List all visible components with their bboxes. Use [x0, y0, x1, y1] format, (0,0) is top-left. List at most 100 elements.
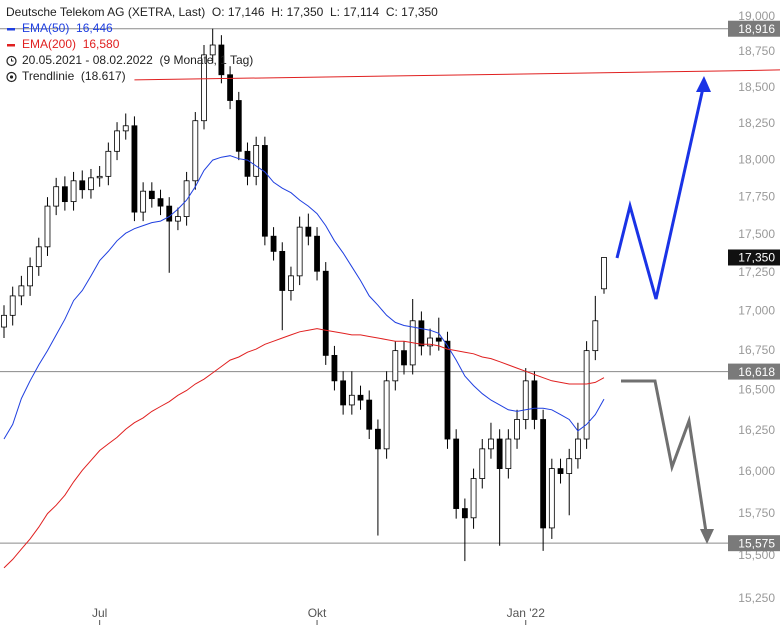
candle-body — [470, 478, 477, 519]
y-tick-label: 16,000 — [738, 464, 775, 478]
price-tag-label: 18,916 — [738, 22, 775, 36]
candle-body — [331, 354, 338, 382]
candle-body — [1, 314, 7, 328]
y-tick-label: 16,500 — [738, 383, 775, 397]
price-tag — [728, 20, 780, 37]
candle-body — [79, 180, 86, 191]
price-tag — [728, 363, 780, 380]
trend-icon — [6, 71, 17, 82]
candle-body — [392, 350, 399, 382]
candle-body — [61, 186, 68, 203]
candle-body — [96, 175, 103, 179]
candle-body — [601, 257, 607, 290]
ema-line — [3, 155, 605, 440]
legend-swatch — [7, 43, 15, 47]
candle-body — [114, 130, 120, 152]
y-tick-label: 15,750 — [738, 506, 775, 520]
price-tag-label: 17,350 — [738, 251, 775, 265]
legend-entry: EMA(200) 16,580 — [6, 36, 438, 52]
candle-body — [453, 438, 460, 509]
candle-body — [557, 468, 564, 474]
candle-body — [305, 226, 312, 237]
candle-body — [18, 285, 25, 297]
price-tag — [728, 535, 780, 552]
x-tick-label: Jan '22 — [507, 606, 546, 620]
candle-body — [88, 177, 94, 191]
candle-body — [592, 320, 599, 352]
quote: L: 17,114 — [329, 5, 380, 19]
trendline-name: Trendlinie — [22, 69, 75, 83]
candle-body — [175, 216, 181, 222]
candle-body — [44, 205, 51, 248]
candle-body — [435, 337, 442, 342]
x-tick-label: Jul — [92, 606, 107, 620]
candle-body — [131, 125, 138, 213]
clock-icon — [6, 55, 17, 66]
legend-value: 16,580 — [82, 37, 120, 51]
legend-label: EMA(50) — [22, 21, 70, 35]
candle-body — [540, 419, 547, 529]
legend: Deutsche Telekom AG (XETRA, Last) O: 17,… — [6, 4, 438, 84]
candle-body — [166, 205, 173, 222]
candle-body — [375, 428, 381, 450]
y-tick-label: 17,000 — [738, 304, 775, 318]
candle-body — [148, 190, 155, 200]
candle-body — [340, 380, 347, 406]
price-tag-label: 16,618 — [738, 365, 775, 379]
legend-label: EMA(200) — [22, 37, 77, 51]
ema-line — [3, 328, 605, 569]
candle-body — [201, 54, 207, 122]
candle-body — [70, 180, 77, 203]
candle-body — [157, 198, 164, 207]
candle-body — [35, 246, 42, 268]
y-tick-label: 16,750 — [738, 343, 775, 357]
candle-body — [270, 235, 277, 252]
quote: H: 17,350 — [271, 5, 324, 19]
candle-body — [479, 448, 486, 479]
candle-body — [218, 44, 225, 76]
candle-body — [427, 337, 433, 347]
y-tick-label: 15,500 — [738, 548, 775, 562]
y-tick-label: 18,500 — [738, 80, 775, 94]
candle-body — [575, 438, 581, 460]
candle-body — [357, 394, 364, 401]
y-tick-label: 15,250 — [738, 591, 775, 605]
candle-body — [444, 340, 451, 440]
candle-body — [235, 100, 242, 152]
projection-down — [621, 379, 708, 533]
candle-body — [566, 458, 573, 474]
candle-body — [514, 419, 520, 440]
candle-body — [227, 74, 233, 101]
candle-body — [383, 380, 390, 450]
candle-body — [261, 145, 268, 237]
y-tick-label: 18,750 — [738, 44, 775, 58]
trendline-label: (18.617) — [80, 69, 126, 83]
y-tick-label: 17,750 — [738, 189, 775, 203]
candle-body — [522, 380, 529, 420]
candle-body — [461, 508, 468, 519]
quote: C: 17,350 — [385, 5, 438, 19]
candle-body — [548, 468, 555, 529]
legend-swatch — [7, 27, 15, 31]
arrow-head — [700, 529, 714, 544]
candle-body — [53, 186, 60, 207]
title: Deutsche Telekom AG (XETRA, Last) — [6, 5, 206, 19]
candle-body — [401, 350, 407, 366]
candle-body — [583, 350, 590, 440]
candle-body — [505, 438, 512, 470]
trendline — [134, 70, 729, 81]
x-tick-label: Okt — [308, 606, 327, 620]
candle-body — [9, 295, 16, 316]
candle-body — [27, 266, 33, 287]
date-row: 20.05.2021 - 08.02.2022 (9 Monate, 1 Tag… — [6, 52, 438, 68]
candle-body — [183, 180, 190, 218]
candle-body — [279, 250, 286, 291]
trend-row: Trendlinie (18.617) — [6, 68, 438, 84]
candle-body — [288, 275, 294, 291]
candle-body — [192, 120, 199, 182]
arrow-head — [696, 76, 711, 92]
legend-value: 16,446 — [76, 21, 113, 35]
y-tick-label: 17,250 — [738, 265, 775, 279]
candle-body — [253, 145, 260, 177]
